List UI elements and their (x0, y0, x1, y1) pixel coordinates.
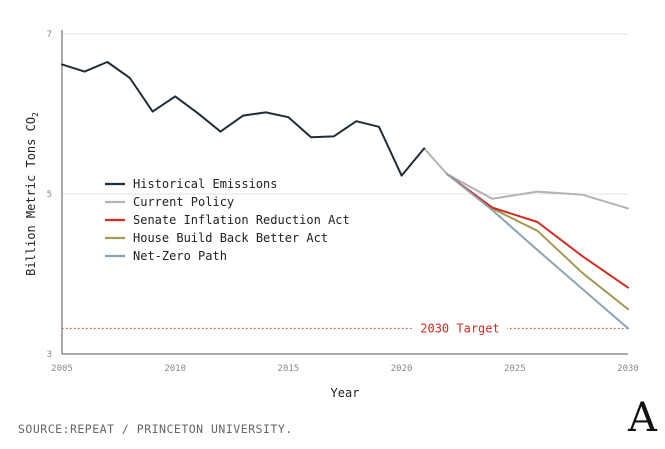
x-tick-label-2015: 2015 (278, 364, 300, 374)
target-annotation: 2030 Target (62, 320, 628, 337)
grid (62, 33, 628, 195)
y-tick-label-3: 3 (47, 350, 52, 360)
legend-label-historical-emissions: Historical Emissions (133, 177, 278, 191)
y-tick-label-5: 5 (47, 190, 52, 200)
target-label-bg (413, 320, 507, 337)
legend-label-net-zero-path: Net-Zero Path (133, 249, 227, 263)
y-tick-label-7: 7 (47, 30, 52, 40)
x-tick-label-2030: 2030 (617, 364, 639, 374)
target-label: 2030 Target (420, 321, 499, 335)
x-axis-label: Year (331, 386, 360, 400)
series-line-historical-emissions (61, 61, 426, 177)
series-lines (61, 61, 629, 330)
x-tick-label-2020: 2020 (391, 364, 413, 374)
x-tick-label-2025: 2025 (504, 364, 526, 374)
series-line-net-zero-path (445, 173, 629, 330)
axes: 3 5 7 2005 2010 2015 2020 2025 2030 Year Billion M… (24, 30, 639, 400)
series-line-senate-inflation-reduction-act (445, 173, 629, 289)
x-tick-label-2005: 2005 (51, 364, 73, 374)
legend-label-senate-inflation-reduction-act: Senate Inflation Reduction Act (133, 213, 350, 227)
series-line-current-policy (423, 147, 629, 210)
legend-label-current-policy: Current Policy (133, 195, 234, 209)
source-note: SOURCE:REPEAT / PRINCETON UNIVERSITY. (18, 422, 293, 436)
legend-label-house-build-back-better-act: House Build Back Better Act (133, 231, 328, 245)
logo: A (628, 395, 657, 441)
y-axis-label-subscript: 2 (31, 112, 40, 117)
x-tick-label-2010: 2010 (164, 364, 186, 374)
y-axis-label: Billion Metric Tons CO2 (24, 112, 40, 276)
legend: Historical Emissions Current Policy Senate… (105, 177, 350, 263)
